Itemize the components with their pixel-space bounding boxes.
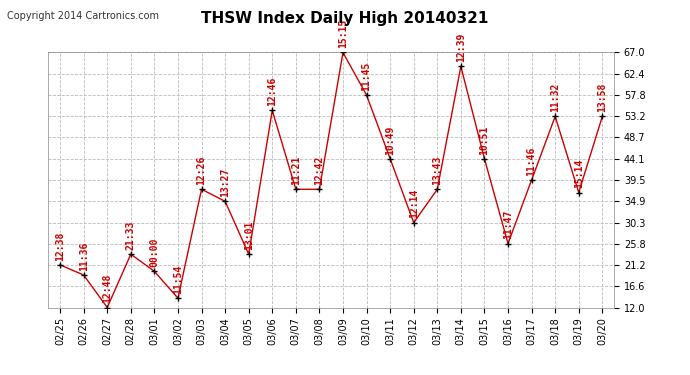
Text: 11:45: 11:45 bbox=[362, 62, 371, 91]
Text: 11:47: 11:47 bbox=[503, 210, 513, 239]
Text: THSW Index Daily High 20140321: THSW Index Daily High 20140321 bbox=[201, 11, 489, 26]
Text: Copyright 2014 Cartronics.com: Copyright 2014 Cartronics.com bbox=[7, 11, 159, 21]
Text: 13:43: 13:43 bbox=[433, 156, 442, 185]
Text: 12:48: 12:48 bbox=[102, 274, 112, 303]
Text: 11:54: 11:54 bbox=[173, 265, 183, 294]
Text: 10:49: 10:49 bbox=[385, 125, 395, 154]
Text: 12:14: 12:14 bbox=[408, 189, 419, 219]
Text: 00:00: 00:00 bbox=[150, 238, 159, 267]
Text: 13:27: 13:27 bbox=[220, 168, 230, 197]
Text: 10:51: 10:51 bbox=[480, 125, 489, 154]
Text: 15:15: 15:15 bbox=[338, 19, 348, 48]
Text: 11:21: 11:21 bbox=[291, 156, 301, 185]
Text: 13:58: 13:58 bbox=[598, 83, 607, 112]
Text: 13:01: 13:01 bbox=[244, 220, 254, 250]
Text: 12:38: 12:38 bbox=[55, 231, 65, 261]
Text: 15:14: 15:14 bbox=[574, 159, 584, 188]
Text: 12:26: 12:26 bbox=[197, 156, 206, 185]
Text: 12:42: 12:42 bbox=[315, 156, 324, 185]
Text: 12:39: 12:39 bbox=[456, 33, 466, 62]
Text: 11:32: 11:32 bbox=[550, 83, 560, 112]
Text: 11:46: 11:46 bbox=[526, 147, 537, 176]
Text: 21:33: 21:33 bbox=[126, 220, 136, 250]
Text: 11:36: 11:36 bbox=[79, 242, 88, 271]
Text: 12:46: 12:46 bbox=[267, 77, 277, 106]
Text: THSW  (°F): THSW (°F) bbox=[567, 24, 630, 34]
